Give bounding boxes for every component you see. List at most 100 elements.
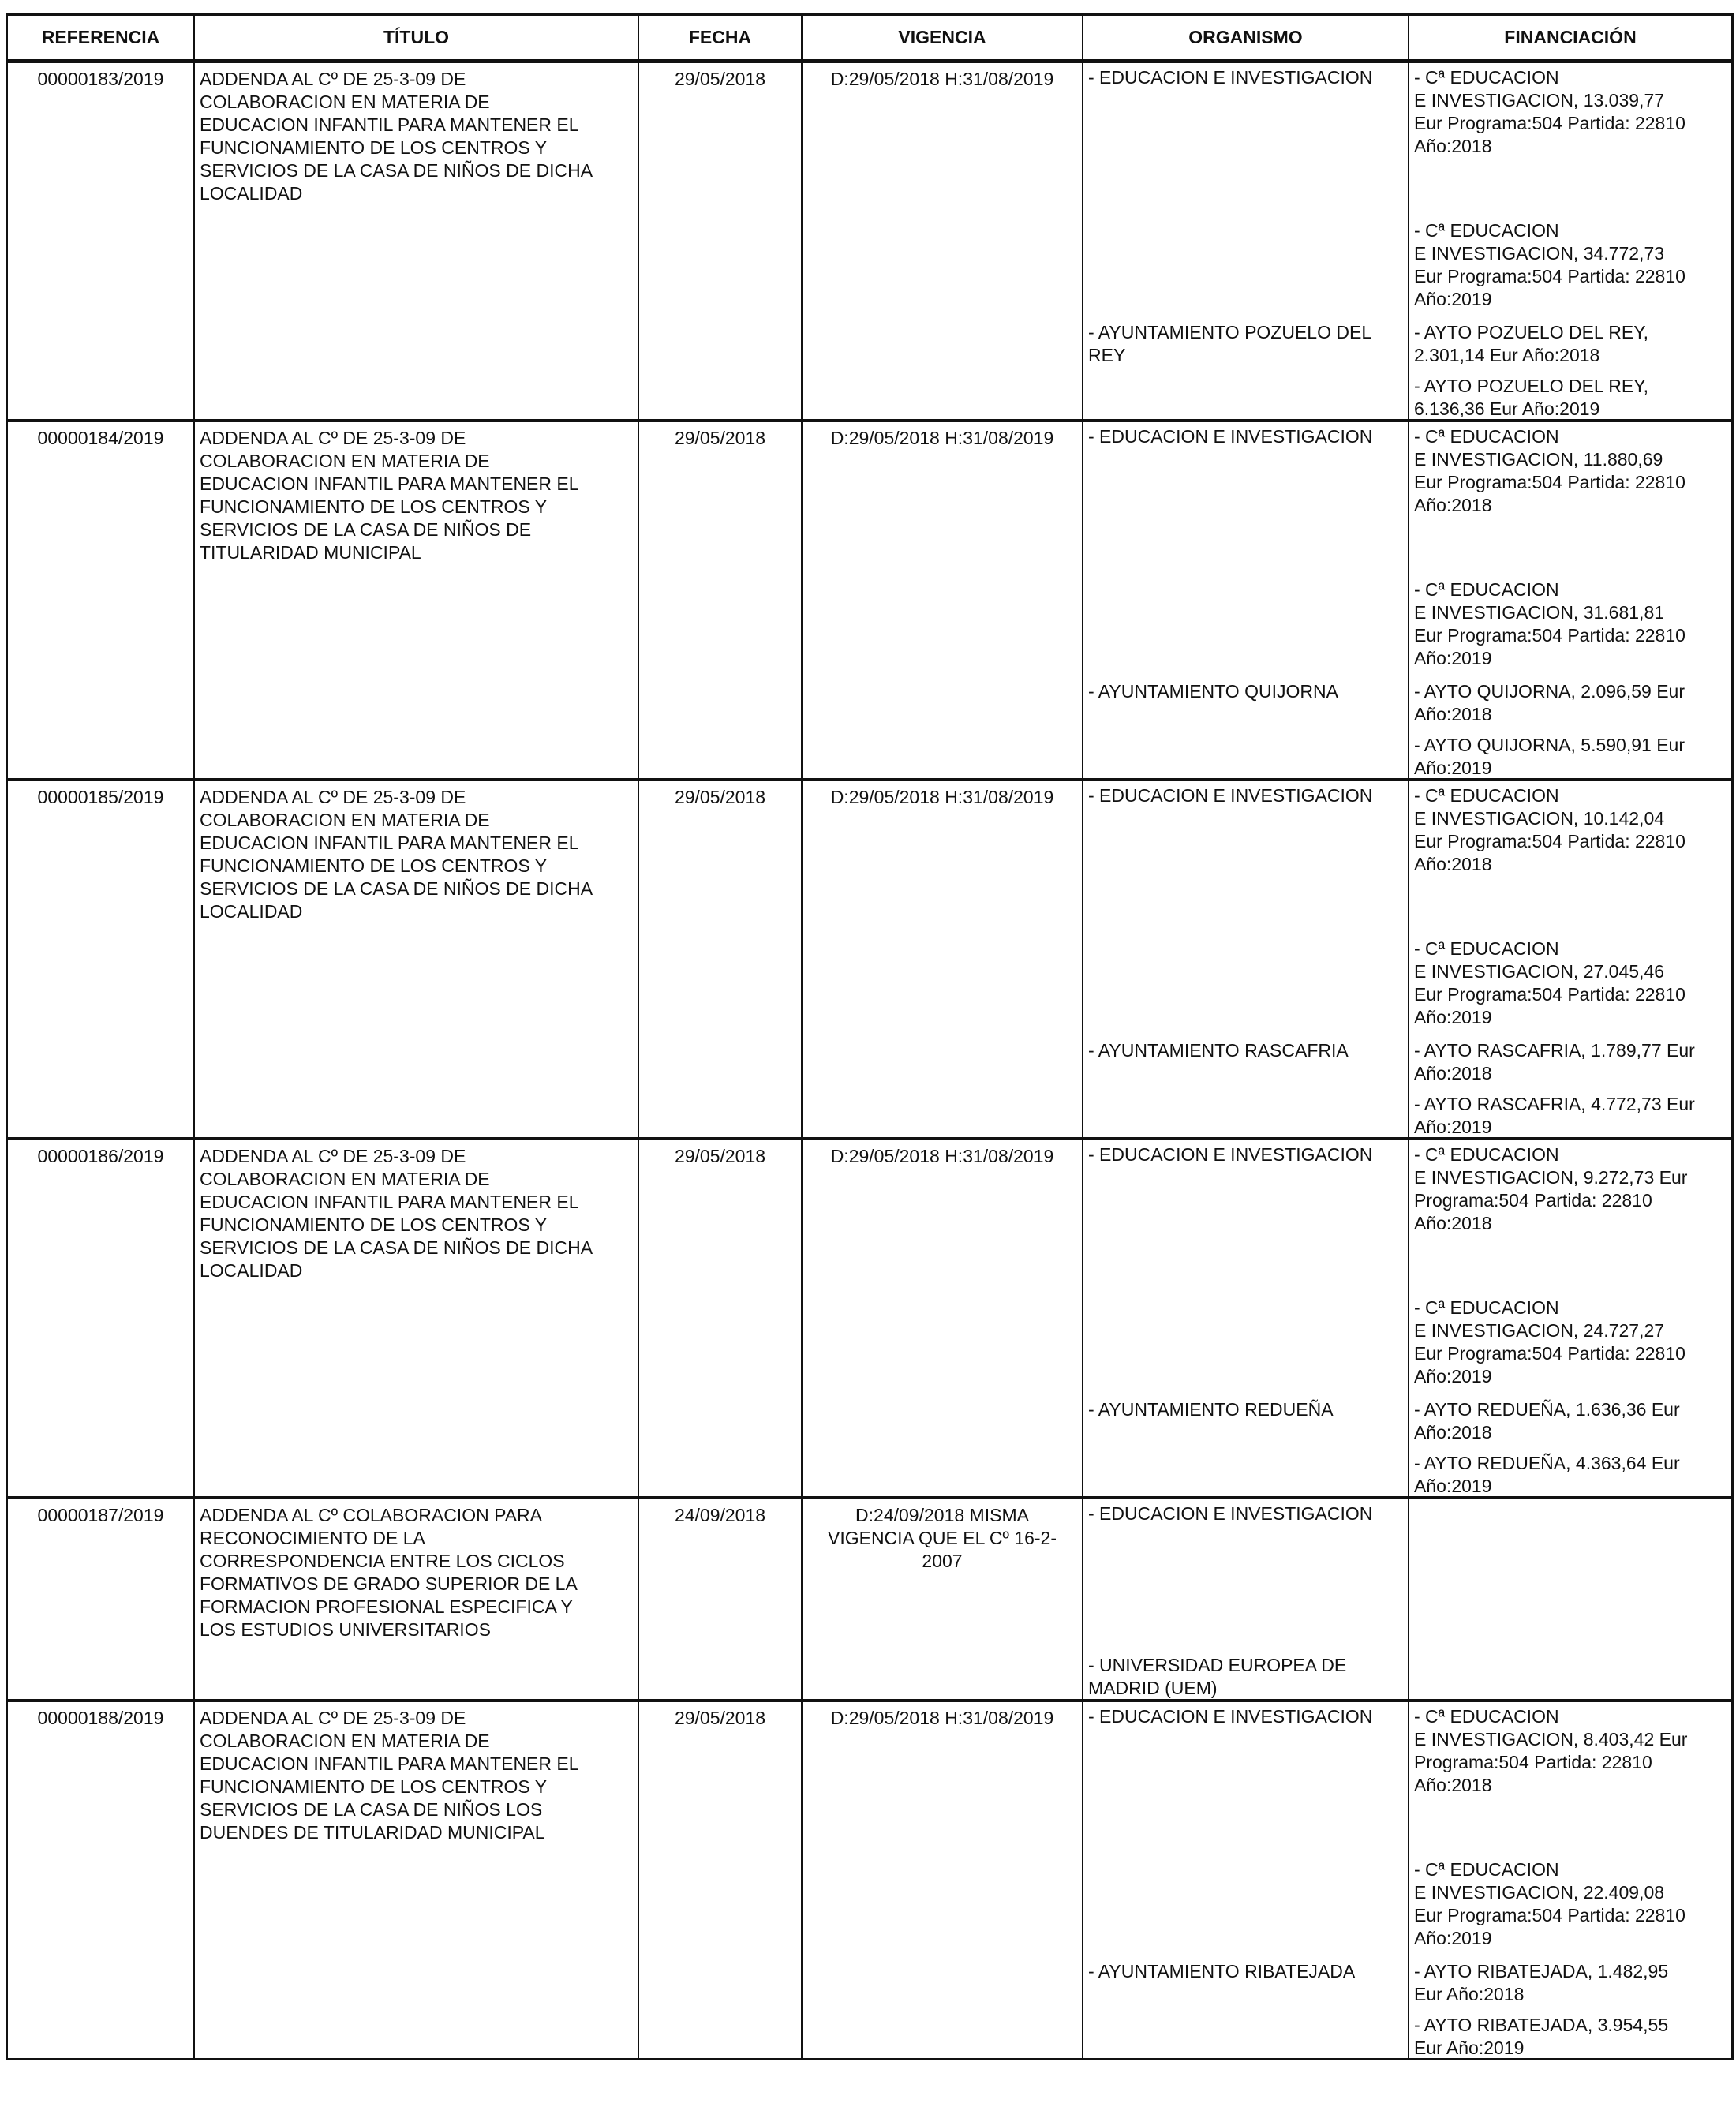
organismo-item: - AYUNTAMIENTO POZUELO DEL REY — [1088, 322, 1372, 365]
cell-financiacion: - Cª EDUCACION E INVESTIGACION, 8.403,42… — [1408, 1702, 1731, 2058]
cell-fecha: 29/05/2018 — [638, 63, 801, 419]
organismo-item: - AYUNTAMIENTO QUIJORNA — [1088, 681, 1338, 702]
cell-vigencia-text: D:29/05/2018 H:31/08/2019 — [830, 1146, 1054, 1166]
table-row: 00000185/2019 ADDENDA AL Cº DE 25-3-09 DE… — [8, 778, 1731, 1137]
cell-referencia-text: 00000188/2019 — [37, 1708, 164, 1728]
cell-referencia: 00000183/2019 — [8, 63, 193, 419]
cell-referencia: 00000187/2019 — [8, 1499, 193, 1699]
cell-financiacion: - Cª EDUCACION E INVESTIGACION, 9.272,73… — [1408, 1140, 1731, 1496]
financiacion-item: - AYTO RIBATEJADA, 1.482,95 Eur Año:2018 — [1414, 1961, 1669, 2004]
cell-titulo: ADDENDA AL Cº DE 25-3-09 DE COLABORACION… — [193, 1702, 638, 2058]
cell-titulo-text: ADDENDA AL Cº DE 25-3-09 DE COLABORACION… — [200, 787, 593, 922]
financiacion-item: - Cª EDUCACION E INVESTIGACION, 34.772,7… — [1414, 220, 1685, 309]
organismo-item: - EDUCACION E INVESTIGACION — [1088, 1503, 1373, 1524]
cell-vigencia-text: D:29/05/2018 H:31/08/2019 — [830, 787, 1054, 807]
cell-fecha-text: 29/05/2018 — [674, 1146, 766, 1166]
financiacion-item: - AYTO REDUEÑA, 4.363,64 Eur Año:2019 — [1414, 1453, 1680, 1496]
cell-referencia: 00000188/2019 — [8, 1702, 193, 2058]
financiacion-item: - Cª EDUCACION E INVESTIGACION, 11.880,6… — [1414, 426, 1685, 515]
financiacion-item: - Cª EDUCACION E INVESTIGACION, 31.681,8… — [1414, 579, 1685, 668]
financiacion-item: - Cª EDUCACION E INVESTIGACION, 13.039,7… — [1414, 67, 1685, 156]
financiacion-item: - AYTO POZUELO DEL REY, 2.301,14 Eur Año… — [1414, 322, 1648, 365]
cell-titulo-text: ADDENDA AL Cº DE 25-3-09 DE COLABORACION… — [200, 428, 579, 563]
cell-vigencia: D:24/09/2018 MISMA VIGENCIA QUE EL Cº 16… — [801, 1499, 1082, 1699]
organismo-item: - UNIVERSIDAD EUROPEA DE MADRID (UEM) — [1088, 1655, 1347, 1698]
financiacion-item: - Cª EDUCACION E INVESTIGACION, 22.409,0… — [1414, 1859, 1685, 1948]
financiacion-item: - AYTO RIBATEJADA, 3.954,55 Eur Año:2019 — [1414, 2015, 1669, 2058]
cell-referencia: 00000184/2019 — [8, 422, 193, 778]
cell-organismo: - EDUCACION E INVESTIGACION - AYUNTAMIENT… — [1082, 1702, 1408, 2058]
cell-referencia-text: 00000183/2019 — [37, 69, 164, 89]
organismo-item: - EDUCACION E INVESTIGACION — [1088, 426, 1373, 447]
cell-referencia-text: 00000186/2019 — [37, 1146, 164, 1166]
table-row: 00000186/2019 ADDENDA AL Cº DE 25-3-09 DE… — [8, 1137, 1731, 1496]
cell-titulo-text: ADDENDA AL Cº DE 25-3-09 DE COLABORACION… — [200, 69, 593, 204]
cell-vigencia: D:29/05/2018 H:31/08/2019 — [801, 1702, 1082, 2058]
header-titulo: TÍTULO — [193, 16, 638, 59]
financiacion-item: - AYTO POZUELO DEL REY, 6.136,36 Eur Año… — [1414, 376, 1648, 419]
table-row: 00000183/2019 ADDENDA AL Cº DE 25-3-09 DE… — [8, 60, 1731, 419]
cell-titulo: ADDENDA AL Cº DE 25-3-09 DE COLABORACION… — [193, 781, 638, 1137]
cell-vigencia: D:29/05/2018 H:31/08/2019 — [801, 781, 1082, 1137]
organismo-item: - AYUNTAMIENTO RASCAFRIA — [1088, 1040, 1349, 1061]
cell-organismo: - EDUCACION E INVESTIGACION - UNIVERSIDAD… — [1082, 1499, 1408, 1699]
cell-vigencia-text: D:29/05/2018 H:31/08/2019 — [830, 428, 1054, 448]
organismo-item: - EDUCACION E INVESTIGACION — [1088, 1706, 1373, 1727]
cell-fecha: 29/05/2018 — [638, 422, 801, 778]
cell-organismo: - EDUCACION E INVESTIGACION - AYUNTAMIENT… — [1082, 63, 1408, 419]
cell-vigencia: D:29/05/2018 H:31/08/2019 — [801, 1140, 1082, 1496]
cell-fecha: 29/05/2018 — [638, 781, 801, 1137]
cell-vigencia-text: D:29/05/2018 H:31/08/2019 — [830, 69, 1054, 89]
financiacion-item: - Cª EDUCACION E INVESTIGACION, 27.045,4… — [1414, 938, 1685, 1027]
header-organismo: ORGANISMO — [1082, 16, 1408, 59]
financiacion-item: - AYTO REDUEÑA, 1.636,36 Eur Año:2018 — [1414, 1399, 1680, 1443]
cell-fecha-text: 24/09/2018 — [674, 1505, 766, 1525]
cell-financiacion: - Cª EDUCACION E INVESTIGACION, 10.142,0… — [1408, 781, 1731, 1137]
header-vigencia: VIGENCIA — [801, 16, 1082, 59]
cell-fecha-text: 29/05/2018 — [674, 1708, 766, 1728]
table-row: 00000187/2019 ADDENDA AL Cº COLABORACION … — [8, 1496, 1731, 1699]
header-fecha: FECHA — [638, 16, 801, 59]
financiacion-item: - AYTO RASCAFRIA, 4.772,73 Eur Año:2019 — [1414, 1094, 1695, 1137]
cell-fecha: 29/05/2018 — [638, 1140, 801, 1496]
organismo-item: - EDUCACION E INVESTIGACION — [1088, 1144, 1373, 1165]
financiacion-item: - AYTO QUIJORNA, 5.590,91 Eur Año:2019 — [1414, 735, 1685, 778]
cell-titulo: ADDENDA AL Cº COLABORACION PARA RECONOCI… — [193, 1499, 638, 1699]
cell-referencia-text: 00000187/2019 — [37, 1505, 164, 1525]
organismo-item: - EDUCACION E INVESTIGACION — [1088, 67, 1373, 88]
table-header: REFERENCIA TÍTULO FECHA VIGENCIA ORGANIS… — [8, 16, 1731, 60]
agreements-table: REFERENCIA TÍTULO FECHA VIGENCIA ORGANIS… — [6, 13, 1734, 2060]
cell-titulo-text: ADDENDA AL Cº DE 25-3-09 DE COLABORACION… — [200, 1146, 593, 1281]
cell-financiacion: - Cª EDUCACION E INVESTIGACION, 11.880,6… — [1408, 422, 1731, 778]
cell-titulo-text: ADDENDA AL Cº DE 25-3-09 DE COLABORACION… — [200, 1708, 579, 1843]
cell-vigencia-text: D:29/05/2018 H:31/08/2019 — [830, 1708, 1054, 1728]
financiacion-item: - Cª EDUCACION E INVESTIGACION, 8.403,42… — [1414, 1706, 1688, 1795]
cell-referencia: 00000185/2019 — [8, 781, 193, 1137]
cell-organismo: - EDUCACION E INVESTIGACION - AYUNTAMIENT… — [1082, 422, 1408, 778]
cell-titulo-text: ADDENDA AL Cº COLABORACION PARA RECONOCI… — [200, 1505, 578, 1640]
organismo-item: - EDUCACION E INVESTIGACION — [1088, 785, 1373, 806]
cell-fecha: 24/09/2018 — [638, 1499, 801, 1699]
cell-financiacion: - Cª EDUCACION E INVESTIGACION, 13.039,7… — [1408, 63, 1731, 419]
cell-financiacion — [1408, 1499, 1731, 1699]
cell-organismo: - EDUCACION E INVESTIGACION - AYUNTAMIENT… — [1082, 781, 1408, 1137]
cell-referencia-text: 00000184/2019 — [37, 428, 164, 448]
cell-titulo: ADDENDA AL Cº DE 25-3-09 DE COLABORACION… — [193, 1140, 638, 1496]
cell-fecha-text: 29/05/2018 — [674, 787, 766, 807]
cell-vigencia-text: D:24/09/2018 MISMA VIGENCIA QUE EL Cº 16… — [827, 1505, 1057, 1571]
cell-fecha-text: 29/05/2018 — [674, 428, 766, 448]
financiacion-item: - AYTO RASCAFRIA, 1.789,77 Eur Año:2018 — [1414, 1040, 1695, 1083]
cell-titulo: ADDENDA AL Cº DE 25-3-09 DE COLABORACION… — [193, 63, 638, 419]
organismo-item: - AYUNTAMIENTO REDUEÑA — [1088, 1399, 1334, 1420]
cell-vigencia: D:29/05/2018 H:31/08/2019 — [801, 422, 1082, 778]
cell-fecha-text: 29/05/2018 — [674, 69, 766, 89]
financiacion-item: - Cª EDUCACION E INVESTIGACION, 24.727,2… — [1414, 1297, 1685, 1386]
header-financiacion: FINANCIACIÓN — [1408, 16, 1731, 59]
financiacion-item: - Cª EDUCACION E INVESTIGACION, 10.142,0… — [1414, 785, 1685, 874]
cell-referencia-text: 00000185/2019 — [37, 787, 164, 807]
financiacion-item: - AYTO QUIJORNA, 2.096,59 Eur Año:2018 — [1414, 681, 1685, 724]
cell-titulo: ADDENDA AL Cº DE 25-3-09 DE COLABORACION… — [193, 422, 638, 778]
cell-vigencia: D:29/05/2018 H:31/08/2019 — [801, 63, 1082, 419]
financiacion-item: - Cª EDUCACION E INVESTIGACION, 9.272,73… — [1414, 1144, 1688, 1233]
cell-organismo: - EDUCACION E INVESTIGACION - AYUNTAMIENT… — [1082, 1140, 1408, 1496]
